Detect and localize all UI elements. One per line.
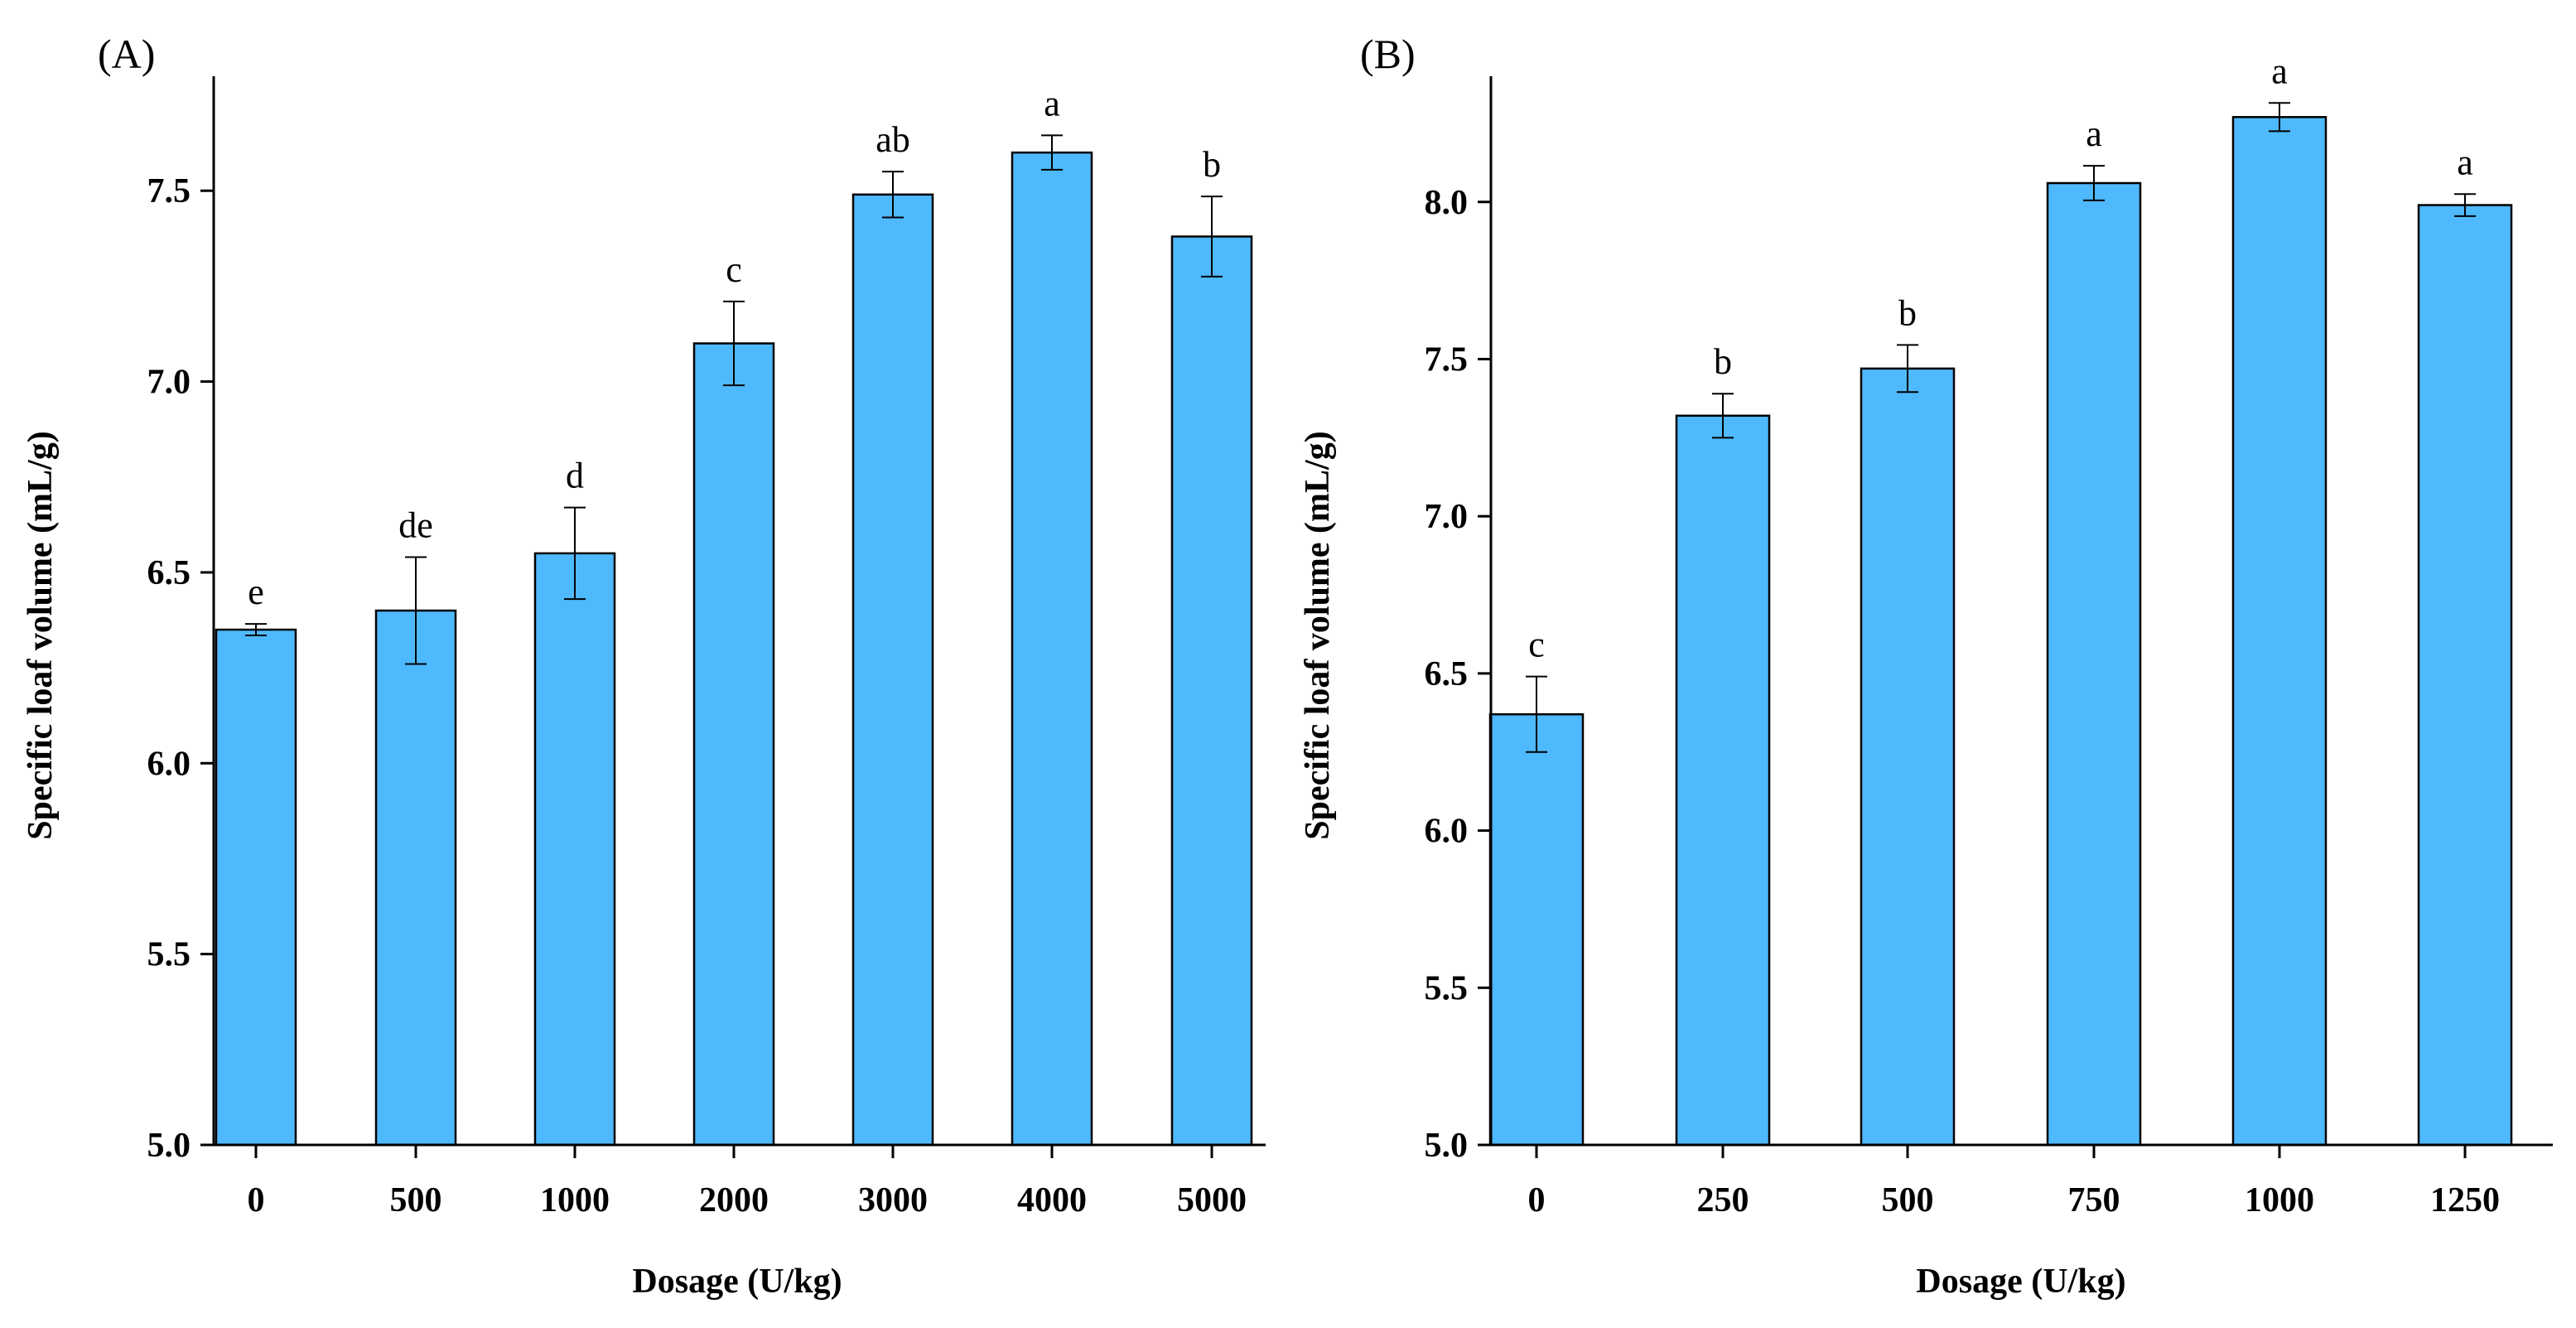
bar-2000 [692,342,775,1147]
bar-4000 [1011,151,1093,1147]
y-axis-title: Specific loaf volume (mL/g) [22,431,60,839]
x-tick-label: 2000 [699,1181,769,1219]
x-tick-label: 5000 [1177,1181,1247,1219]
x-tick-label: 4000 [1017,1181,1087,1219]
panel-label: (B) [1360,31,1416,77]
bar-3000 [851,193,934,1147]
x-axis-title: Dosage (U/kg) [632,1263,842,1301]
significance-letter: de [398,505,433,546]
bar-500 [374,609,457,1147]
bar-0 [215,628,297,1147]
significance-letter: e [248,572,264,612]
significance-letter: a [2271,51,2288,91]
panel-label: (A) [98,31,155,77]
bar-250 [1675,414,1771,1147]
axes [1489,76,2553,1147]
y-tick-label: 5.5 [1425,969,1469,1007]
y-tick-label: 7.0 [1425,498,1469,536]
x-tick-label: 500 [1882,1181,1934,1219]
x-tick-label: 1250 [2430,1181,2500,1219]
bar-5000 [1170,235,1253,1147]
x-tick-label: 500 [390,1181,442,1219]
y-tick-label: 6.0 [147,745,191,783]
bar-0 [1488,712,1585,1147]
x-tick-label: 1000 [2245,1181,2314,1219]
x-tick-label: 0 [1528,1181,1546,1219]
x-tick-label: 250 [1697,1181,1749,1219]
significance-letter: b [1898,292,1917,333]
y-tick-label: 5.5 [147,936,191,974]
axes [212,76,1266,1147]
bar-1000 [533,552,616,1147]
bar-500 [1860,367,1956,1147]
significance-letter: b [1714,341,1732,382]
y-tick-label: 7.5 [147,172,191,210]
x-tick-label: 0 [248,1181,265,1219]
y-tick-label: 7.0 [147,364,191,402]
panel-b: (B) c 0 b 250 b 500 a 750 a 1000 a 1250 5.0 5.5 6.0 6.5 7… [1299,31,2553,1301]
x-tick-label: 1000 [540,1181,610,1219]
bar-750 [2046,181,2142,1147]
y-tick-label: 5.0 [1425,1127,1469,1165]
significance-letter: a [2086,113,2102,154]
bar-1250 [2417,204,2513,1147]
significance-letter: a [1044,83,1060,123]
y-axis-title: Specific loaf volume (mL/g) [1299,431,1337,839]
x-axis-title: Dosage (U/kg) [1916,1263,2125,1301]
x-tick-label: 750 [2068,1181,2120,1219]
y-tick-label: 7.5 [1425,340,1469,379]
y-tick-label: 6.0 [1425,813,1469,851]
significance-letter: c [1528,625,1545,665]
y-tick-label: 6.5 [147,554,191,592]
panel-a: (A) e 0 de 500 d 1000 c 2000 ab 3000 a 4000 b 5000 5.0 5… [22,31,1266,1301]
significance-letter: b [1203,144,1221,185]
y-tick-label: 8.0 [1425,184,1469,222]
significance-letter: d [566,456,584,496]
y-tick-label: 6.5 [1425,655,1469,693]
bar-1000 [2231,116,2328,1147]
y-tick-label: 5.0 [147,1127,191,1165]
significance-letter: c [726,249,742,290]
x-tick-label: 3000 [858,1181,928,1219]
significance-letter: ab [876,119,910,160]
significance-letter: a [2457,142,2473,182]
